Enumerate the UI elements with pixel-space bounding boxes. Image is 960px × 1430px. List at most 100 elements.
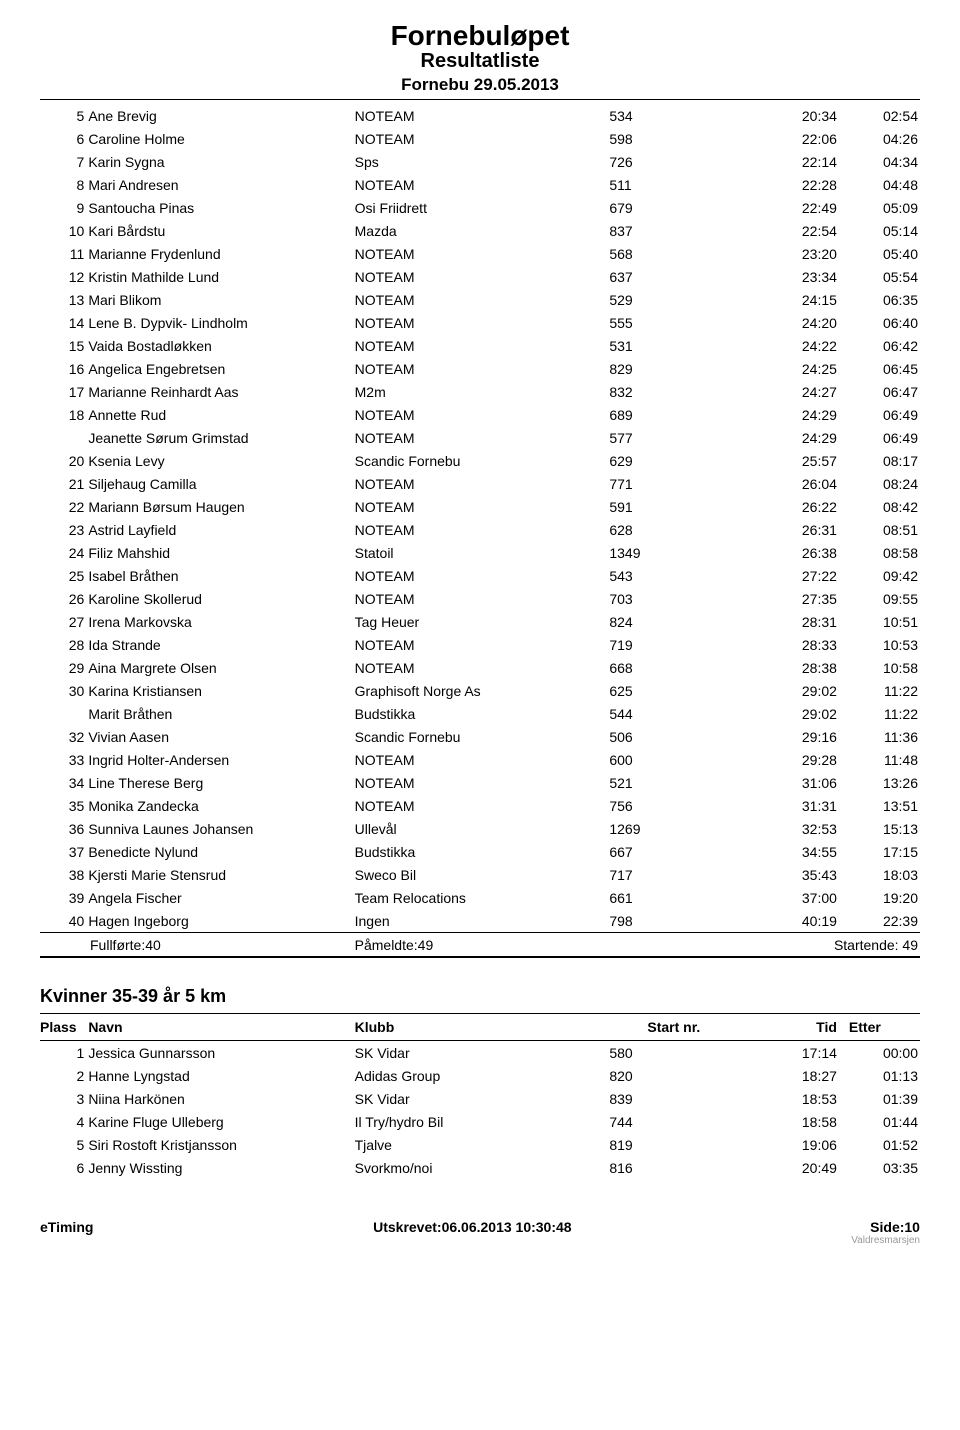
- cell-bib: 506: [607, 725, 723, 748]
- cell-place: 23: [40, 518, 86, 541]
- cell-club: Svorkmo/noi: [353, 1156, 608, 1179]
- table-row: 40Hagen IngeborgIngen79840:1922:39: [40, 909, 920, 933]
- cell-place: 6: [40, 1156, 86, 1179]
- cell-place: 11: [40, 242, 86, 265]
- cell-time: 31:06: [723, 771, 839, 794]
- cell-time: 35:43: [723, 863, 839, 886]
- cell-bib: 534: [607, 104, 723, 127]
- cell-club: NOTEAM: [353, 633, 608, 656]
- cell-place: 14: [40, 311, 86, 334]
- cell-bib: 679: [607, 196, 723, 219]
- cell-place: 30: [40, 679, 86, 702]
- cell-diff: 08:42: [839, 495, 920, 518]
- cell-diff: 01:44: [839, 1110, 920, 1133]
- cell-diff: 06:40: [839, 311, 920, 334]
- cell-bib: 580: [607, 1041, 723, 1065]
- cell-place: 9: [40, 196, 86, 219]
- cell-time: 28:38: [723, 656, 839, 679]
- cell-bib: 726: [607, 150, 723, 173]
- cell-place: [40, 426, 86, 449]
- cell-diff: 01:39: [839, 1087, 920, 1110]
- cell-club: SK Vidar: [353, 1041, 608, 1065]
- cell-place: 13: [40, 288, 86, 311]
- cell-bib: 689: [607, 403, 723, 426]
- cell-time: 22:49: [723, 196, 839, 219]
- table-row: 12Kristin Mathilde LundNOTEAM63723:3405:…: [40, 265, 920, 288]
- cell-club: Mazda: [353, 219, 608, 242]
- cell-bib: 543: [607, 564, 723, 587]
- cell-diff: 13:26: [839, 771, 920, 794]
- cell-club: Budstikka: [353, 840, 608, 863]
- table-row: 14Lene B. Dypvik- LindholmNOTEAM55524:20…: [40, 311, 920, 334]
- cell-name: Kari Bårdstu: [86, 219, 352, 242]
- cell-club: NOTEAM: [353, 242, 608, 265]
- cell-place: 1: [40, 1041, 86, 1065]
- cell-club: NOTEAM: [353, 288, 608, 311]
- cell-name: Mari Blikom: [86, 288, 352, 311]
- cell-bib: 824: [607, 610, 723, 633]
- cell-place: 8: [40, 173, 86, 196]
- header-place: Plass: [40, 1014, 86, 1041]
- table-row: 37Benedicte NylundBudstikka66734:5517:15: [40, 840, 920, 863]
- cell-club: NOTEAM: [353, 311, 608, 334]
- cell-diff: 08:51: [839, 518, 920, 541]
- cell-club: Osi Friidrett: [353, 196, 608, 219]
- cell-club: Tag Heuer: [353, 610, 608, 633]
- cell-place: 2: [40, 1064, 86, 1087]
- cell-diff: 01:13: [839, 1064, 920, 1087]
- cell-name: Hanne Lyngstad: [86, 1064, 352, 1087]
- page-header: Fornebuløpet Resultatliste Fornebu 29.05…: [40, 20, 920, 95]
- cell-place: 18: [40, 403, 86, 426]
- cell-club: SK Vidar: [353, 1087, 608, 1110]
- cell-diff: 06:42: [839, 334, 920, 357]
- cell-name: Karina Kristiansen: [86, 679, 352, 702]
- cell-name: Kristin Mathilde Lund: [86, 265, 352, 288]
- table-row: 18Annette RudNOTEAM68924:2906:49: [40, 403, 920, 426]
- table-header-row: Plass Navn Klubb Start nr. Tid Etter: [40, 1014, 920, 1041]
- cell-name: Annette Rud: [86, 403, 352, 426]
- cell-place: 15: [40, 334, 86, 357]
- header-divider: [40, 99, 920, 100]
- cell-name: Marianne Reinhardt Aas: [86, 380, 352, 403]
- cell-place: 39: [40, 886, 86, 909]
- cell-bib: 819: [607, 1133, 723, 1156]
- cell-time: 18:27: [723, 1064, 839, 1087]
- header-time: Tid: [723, 1014, 839, 1041]
- cell-club: NOTEAM: [353, 104, 608, 127]
- cell-club: Scandic Fornebu: [353, 725, 608, 748]
- cell-time: 24:27: [723, 380, 839, 403]
- cell-place: 12: [40, 265, 86, 288]
- table-row: 10Kari BårdstuMazda83722:5405:14: [40, 219, 920, 242]
- table-row: 13Mari BlikomNOTEAM52924:1506:35: [40, 288, 920, 311]
- table-row: 20Ksenia LevyScandic Fornebu62925:5708:1…: [40, 449, 920, 472]
- cell-bib: 661: [607, 886, 723, 909]
- cell-name: Jessica Gunnarsson: [86, 1041, 352, 1065]
- table-row: 36Sunniva Launes JohansenUllevål126932:5…: [40, 817, 920, 840]
- table-row: 3Niina HarkönenSK Vidar83918:5301:39: [40, 1087, 920, 1110]
- cell-name: Santoucha Pinas: [86, 196, 352, 219]
- cell-name: Isabel Bråthen: [86, 564, 352, 587]
- cell-place: 32: [40, 725, 86, 748]
- cell-name: Angelica Engebretsen: [86, 357, 352, 380]
- cell-diff: 11:22: [839, 702, 920, 725]
- cell-diff: 13:51: [839, 794, 920, 817]
- cell-time: 29:16: [723, 725, 839, 748]
- cell-name: Hagen Ingeborg: [86, 909, 352, 933]
- table-row: 1Jessica GunnarssonSK Vidar58017:1400:00: [40, 1041, 920, 1065]
- cell-place: 34: [40, 771, 86, 794]
- table-row: 6Caroline HolmeNOTEAM59822:0604:26: [40, 127, 920, 150]
- table-row: 35Monika ZandeckaNOTEAM75631:3113:51: [40, 794, 920, 817]
- cell-time: 29:28: [723, 748, 839, 771]
- cell-name: Astrid Layfield: [86, 518, 352, 541]
- cell-name: Angela Fischer: [86, 886, 352, 909]
- cell-diff: 06:47: [839, 380, 920, 403]
- cell-time: 26:38: [723, 541, 839, 564]
- cell-bib: 668: [607, 656, 723, 679]
- cell-name: Irena Markovska: [86, 610, 352, 633]
- cell-name: Karine Fluge Ulleberg: [86, 1110, 352, 1133]
- table-row: 27Irena MarkovskaTag Heuer82428:3110:51: [40, 610, 920, 633]
- cell-name: Monika Zandecka: [86, 794, 352, 817]
- title-main: Fornebuløpet: [40, 20, 920, 52]
- table-row: 29Aina Margrete OlsenNOTEAM66828:3810:58: [40, 656, 920, 679]
- cell-club: NOTEAM: [353, 127, 608, 150]
